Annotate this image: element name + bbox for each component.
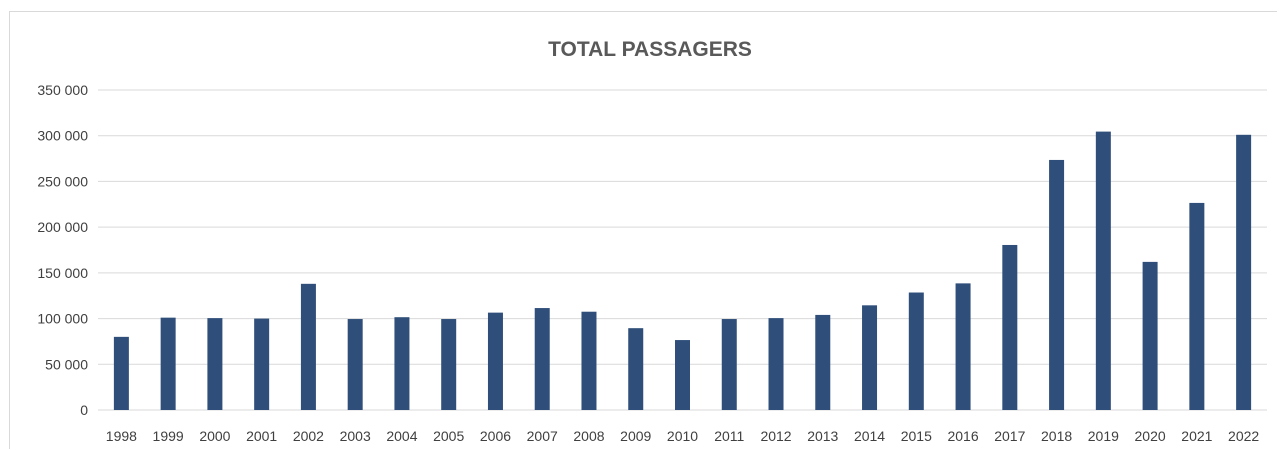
x-tick-label: 2007 [527,428,558,444]
x-tick-label: 2012 [760,428,791,444]
bar-2006 [487,312,503,410]
x-tick-label: 2000 [199,428,230,444]
x-tick-label: 2021 [1181,428,1212,444]
bar-2013 [815,314,831,410]
x-tick-label: 2002 [293,428,324,444]
bars [113,131,1252,411]
bar-2015 [908,292,924,410]
x-tick-label: 2022 [1228,428,1259,444]
y-tick-label: 50 000 [45,356,88,372]
y-axis-tick-labels: 0 50 000 100 000 150 000 200 000 250 000 300 0… [37,82,88,418]
x-tick-label: 2011 [714,428,744,444]
bar-2004 [394,317,410,410]
bar-2017 [1002,244,1018,410]
y-tick-label: 150 000 [37,265,88,281]
x-tick-label: 2013 [807,428,838,444]
bar-2010 [675,340,690,410]
x-tick-label: 2019 [1088,428,1119,444]
x-tick-label: 1998 [106,428,137,444]
bar-2011 [721,319,737,410]
bar-1999 [160,317,176,410]
bar-2000 [207,318,223,410]
x-tick-label: 2004 [386,428,417,444]
bar-2014 [862,305,878,410]
y-tick-label: 0 [80,402,88,418]
x-tick-label: 2014 [854,428,885,444]
chart-frame [9,11,1277,449]
x-tick-label: 2001 [246,428,277,444]
bar-2007 [534,308,550,410]
bar-2005 [441,319,457,410]
bar-2021 [1189,202,1205,410]
x-tick-label: 2020 [1135,428,1166,444]
x-tick-label: 2016 [947,428,978,444]
y-tick-label: 250 000 [37,173,88,189]
bar-2016 [955,283,971,410]
bar-1998 [113,336,129,410]
x-tick-label: 2010 [667,428,698,444]
bar-2018 [1049,159,1065,410]
bar-2008 [581,311,597,410]
bar-2020 [1142,261,1158,410]
x-tick-label: 2006 [480,428,511,444]
x-tick-label: 2008 [573,428,604,444]
bar-2022 [1236,134,1252,411]
y-tick-label: 100 000 [37,311,88,327]
y-tick-label: 200 000 [37,219,88,235]
chart-title: TOTAL PASSAGERS [548,38,752,61]
bar-2001 [254,318,270,410]
bar-2003 [347,319,363,410]
x-tick-label: 2017 [994,428,1025,444]
x-axis-tick-labels: 1998 1999 2000 2001 2002 2003 2004 2005 2006 2007… [106,428,1260,444]
y-tick-label: 350 000 [37,82,88,98]
x-tick-label: 2018 [1041,428,1072,444]
y-tick-label: 300 000 [37,128,88,144]
x-tick-label: 1999 [153,428,184,444]
bar-2009 [628,328,644,410]
bar-2012 [768,318,784,410]
x-tick-label: 2005 [433,428,464,444]
x-tick-label: 2015 [901,428,932,444]
x-tick-label: 2009 [620,428,651,444]
x-tick-label: 2003 [340,428,371,444]
bar-2002 [300,283,316,410]
bar-2019 [1095,131,1111,410]
